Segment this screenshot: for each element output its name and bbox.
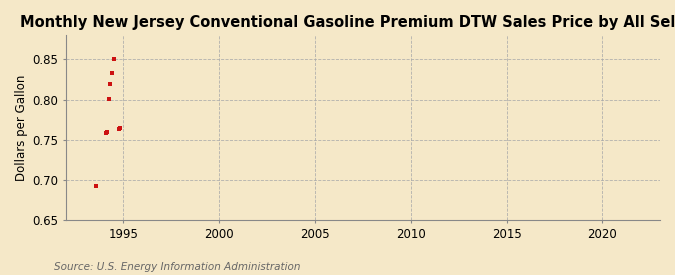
Text: Source: U.S. Energy Information Administration: Source: U.S. Energy Information Administ… (54, 262, 300, 272)
Title: Monthly New Jersey Conventional Gasoline Premium DTW Sales Price by All Sellers: Monthly New Jersey Conventional Gasoline… (20, 15, 675, 30)
Y-axis label: Dollars per Gallon: Dollars per Gallon (15, 75, 28, 181)
